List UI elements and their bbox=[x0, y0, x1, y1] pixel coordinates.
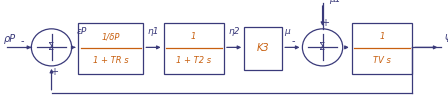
Text: μ1: μ1 bbox=[329, 0, 341, 5]
Text: ψ: ψ bbox=[44, 101, 50, 103]
Text: ρP: ρP bbox=[4, 34, 16, 44]
Text: εP: εP bbox=[76, 27, 86, 36]
Text: 1/δP: 1/δP bbox=[102, 32, 120, 41]
Text: 1: 1 bbox=[379, 32, 384, 41]
Text: Σ: Σ bbox=[319, 42, 326, 52]
Text: -: - bbox=[292, 36, 295, 46]
Text: 1 + T2 s: 1 + T2 s bbox=[176, 56, 211, 65]
Text: 1 + TR s: 1 + TR s bbox=[93, 56, 129, 65]
Text: μ: μ bbox=[284, 27, 290, 36]
Bar bbox=[78, 23, 143, 74]
Text: -: - bbox=[21, 36, 24, 46]
Text: η1: η1 bbox=[148, 27, 159, 36]
Text: Σ: Σ bbox=[48, 42, 55, 52]
Text: K3: K3 bbox=[257, 43, 270, 53]
Text: ψ: ψ bbox=[444, 32, 448, 42]
Bar bbox=[164, 23, 224, 74]
Text: η2: η2 bbox=[228, 27, 240, 36]
Text: TV s: TV s bbox=[373, 56, 391, 65]
Text: +: + bbox=[50, 67, 57, 77]
Text: +: + bbox=[321, 18, 328, 28]
Bar bbox=[244, 27, 282, 70]
Text: 1: 1 bbox=[191, 32, 196, 41]
Bar bbox=[352, 23, 412, 74]
